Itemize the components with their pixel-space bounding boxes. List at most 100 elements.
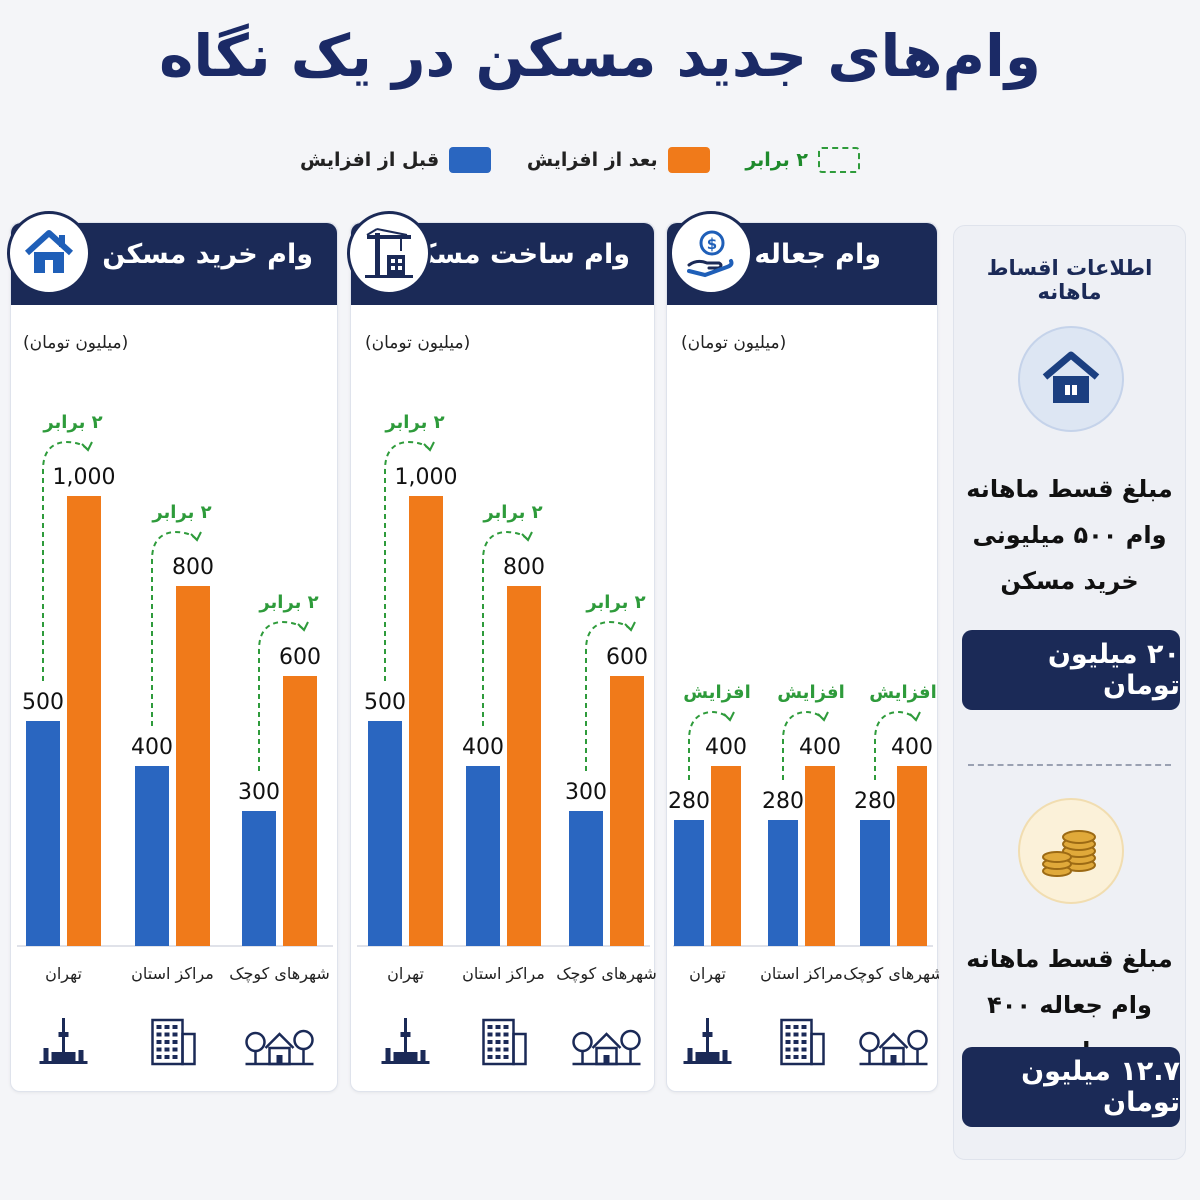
unit-label: (میلیون تومان) <box>681 333 787 353</box>
tree-crown <box>620 1029 641 1051</box>
building-window <box>164 1047 170 1052</box>
panel-jaale-loan: وام جعاله $ (میلیون تومان) 280 400 افزایش ت… <box>666 211 939 1092</box>
house-circle-icon <box>1018 326 1124 432</box>
building-window <box>156 1055 162 1059</box>
tower-base <box>695 1052 720 1062</box>
value-label-before: 300 <box>565 780 607 805</box>
info-title: اطلاعات اقساط ماهانه <box>986 256 1153 304</box>
divider <box>968 764 1171 766</box>
value-label-before: 280 <box>668 789 710 814</box>
tower-ground <box>39 1061 88 1064</box>
house-icon <box>7 211 91 295</box>
house-door <box>890 1055 897 1064</box>
increase-annotation: افزایش <box>777 682 845 703</box>
building-window <box>495 1040 501 1044</box>
bar-before <box>242 811 276 946</box>
legend-double: ۲ برابر <box>745 147 860 173</box>
tower-ground <box>381 1061 430 1064</box>
building-window <box>801 1032 807 1037</box>
tower-pod <box>58 1032 69 1037</box>
purchase-line-2: وام ۵۰۰ میلیونی <box>972 521 1167 549</box>
bar-before <box>569 811 603 946</box>
bar-after <box>67 496 101 946</box>
increase-annotation: افزایش <box>683 682 751 703</box>
building-annex <box>181 1032 196 1066</box>
purchase-line-3: خرید مسکن <box>1000 567 1139 595</box>
bar-chart: 280 400 افزایش تهران 280 400 افزایش مراکز استان… <box>668 682 939 1066</box>
tower-pod <box>702 1032 713 1037</box>
page-title: وام‌های جدید مسکن در یک نگاه <box>159 22 1041 90</box>
increase-annotation: ۲ برابر <box>384 412 444 433</box>
tower-ground <box>683 1061 732 1064</box>
increase-annotation: ۲ برابر <box>42 412 102 433</box>
tower-mast <box>706 1018 709 1062</box>
increase-arrow <box>151 530 198 726</box>
bar-before <box>860 820 890 946</box>
tower-side-building <box>385 1048 391 1062</box>
building-window <box>172 1047 178 1052</box>
category-label: تهران <box>689 964 726 984</box>
building-window <box>495 1032 501 1037</box>
building-window <box>487 1025 493 1029</box>
category-label: شهرهای کوچک <box>843 964 939 984</box>
bar-after <box>897 766 927 946</box>
increase-arrow <box>384 440 431 681</box>
bar-before <box>768 820 798 946</box>
building-window <box>785 1032 791 1037</box>
tower-side-building <box>722 1050 728 1062</box>
crane-icon <box>347 211 431 295</box>
bar-after <box>805 766 835 946</box>
building-window <box>503 1025 509 1029</box>
building-window <box>503 1032 509 1037</box>
tree-crown <box>572 1031 593 1053</box>
arrow-head <box>817 711 829 722</box>
building-window <box>487 1040 493 1044</box>
bar-before <box>674 820 704 946</box>
building-window <box>793 1040 799 1044</box>
legend-swatch-after <box>667 147 710 173</box>
increase-arrow <box>585 620 632 771</box>
building-window <box>487 1047 493 1052</box>
building-window <box>503 1040 509 1044</box>
bar-after <box>507 586 541 946</box>
houses-icon <box>859 1029 928 1066</box>
legend-swatch-double <box>818 147 860 173</box>
building-window <box>164 1025 170 1029</box>
tower-mast <box>62 1018 65 1062</box>
value-label-after: 600 <box>279 645 321 670</box>
increase-annotation: ۲ برابر <box>482 502 542 523</box>
value-label-after: 1,000 <box>53 465 116 490</box>
tower-side-building <box>78 1050 84 1062</box>
legend-after: بعد از افزایش <box>527 147 710 173</box>
bar-before <box>26 721 60 946</box>
building-window <box>156 1025 162 1029</box>
value-label-before: 300 <box>238 780 280 805</box>
building-icon <box>151 1018 196 1066</box>
value-label-after: 400 <box>799 735 841 760</box>
category-label: شهرهای کوچک <box>229 964 330 984</box>
unit-label: (میلیون تومان) <box>365 333 471 353</box>
house-roof <box>878 1032 909 1049</box>
building-window <box>503 1047 509 1052</box>
arrow-head <box>723 711 735 722</box>
house-door <box>603 1055 610 1064</box>
building-window <box>487 1032 493 1037</box>
increase-arrow <box>258 620 305 771</box>
value-label-after: 800 <box>503 555 545 580</box>
building-window <box>503 1055 509 1059</box>
bar-chart: 500 1,000 ۲ برابر تهران 400 800 ۲ برابر مراکز ا… <box>357 412 656 1066</box>
tower-icon <box>39 1018 88 1064</box>
panel-title: وام ساخت مسکن <box>396 239 630 270</box>
increase-annotation: ۲ برابر <box>258 592 318 613</box>
legend: قبل از افزایش بعد از افزایش ۲ برابر <box>300 143 860 177</box>
tree-crown <box>245 1031 266 1053</box>
panel-title: وام خرید مسکن <box>102 239 313 270</box>
purchase-installment-amount: ۲۰ میلیون تومان <box>962 630 1180 710</box>
value-label-before: 400 <box>462 735 504 760</box>
legend-after-label: بعد از افزایش <box>526 149 658 171</box>
increase-arrow <box>42 440 89 681</box>
building-window <box>793 1055 799 1059</box>
bar-before <box>135 766 169 946</box>
building-window <box>164 1040 170 1044</box>
building-window <box>172 1025 178 1029</box>
